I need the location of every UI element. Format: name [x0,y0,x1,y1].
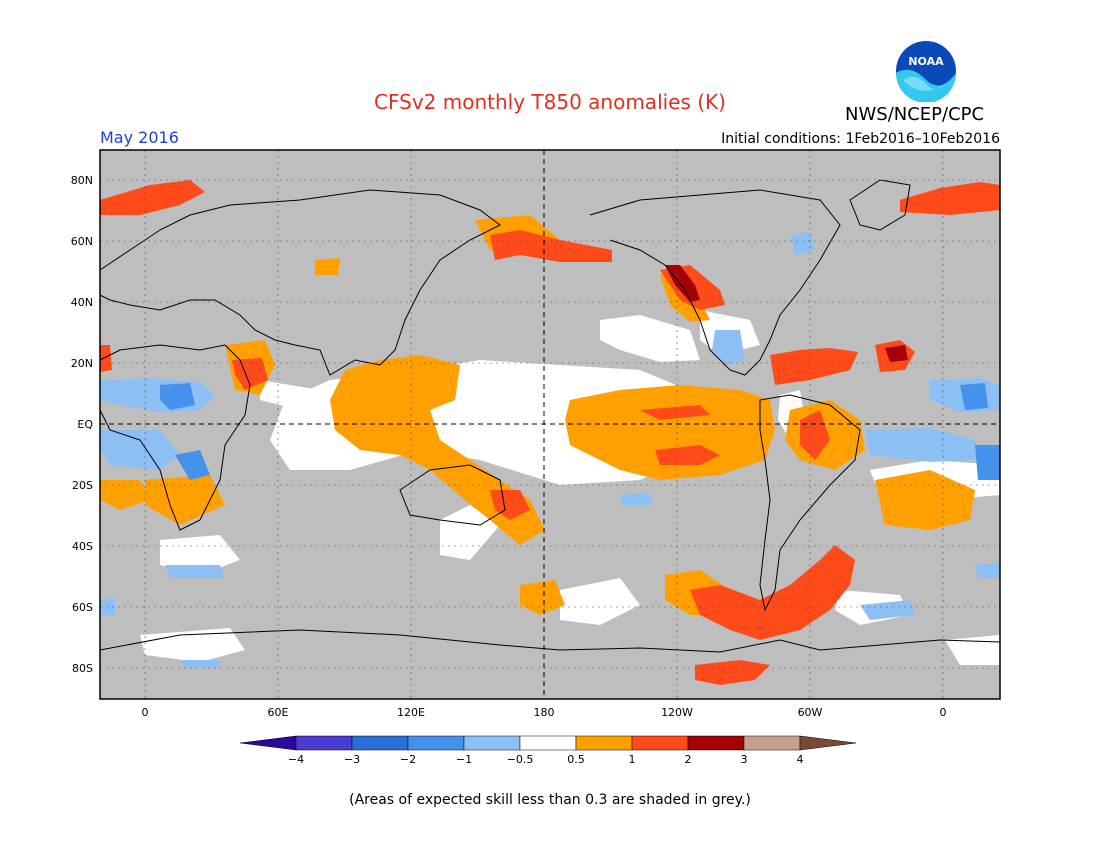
colorbar-label: −2 [400,753,416,766]
red-e-pacific-core-2 [640,405,710,420]
lon-label: 60E [268,706,289,719]
blue-africa-core [175,450,210,480]
blue-antarctic [860,600,915,620]
red-e-pacific-core [655,445,720,465]
colorbar-swatch [631,735,689,751]
colorbar-label: 0.5 [567,753,585,766]
graticule [100,150,1000,699]
coastlines [99,179,1001,653]
colorbar-swatch [799,735,857,751]
colorbar-swatch [743,735,801,751]
lat-label: EQ [77,418,93,431]
colorbar-label: 4 [797,753,804,766]
white-antarctic-1 [140,628,245,662]
red-west-africa [100,345,112,372]
noaa-logo: NOAA [895,40,957,103]
orange-tasman [520,580,565,615]
coast-australia [399,464,506,526]
lon-label: 0 [940,706,947,719]
coast-antarctica [99,629,1001,653]
colorbar-swatch [351,735,409,751]
blue-antarctic-2 [180,660,220,668]
colorbar-swatch [239,735,297,751]
darkred-nw-america [665,265,700,302]
lat-label: 80S [72,662,93,675]
white-n-pacific [600,315,700,362]
lon-label: 180 [534,706,555,719]
blue-n-america [712,330,745,365]
lon-label: 60W [798,706,823,719]
coast-north-america [589,189,841,376]
colorbar-label: 3 [741,753,748,766]
colorbar-label: −1 [456,753,472,766]
colorbar-swatch [407,735,465,751]
initial-conditions: Initial conditions: 1Feb2016–10Feb2016 [721,131,1000,147]
colorbar-label: 1 [629,753,636,766]
blue-e-edge [975,562,1000,578]
blue-s-atlantic [865,428,980,462]
colorbar-label: −3 [344,753,360,766]
blue-s-pacific [620,493,652,505]
red-antarctic [695,660,770,685]
blue-canada [790,232,815,255]
red-s-america [800,410,830,460]
lon-label: 0 [142,706,149,719]
skill-note: (Areas of expected skill less than 0.3 a… [349,792,751,808]
lat-label: 40N [71,296,93,309]
latitude-labels: 80N 60N 40N 20N EQ 20S 40S 60S 80S [71,174,94,675]
blue-s-atlantic-core [975,445,1000,480]
lon-label: 120W [661,706,693,719]
red-bering [490,230,612,262]
white-antarctic-3 [945,635,1000,665]
lat-label: 80N [71,174,93,187]
orange-central-asia [315,258,340,275]
colorbar-swatch [575,735,633,751]
lat-label: 20N [71,357,93,370]
logo-text: NOAA [908,55,944,68]
map-frame [99,149,1001,700]
lat-label: 60S [72,601,93,614]
longitude-labels: 0 60E 120E 180 120W 60W 0 [142,706,947,719]
colorbar-swatch [295,735,353,751]
orange-s-africa [100,480,150,510]
colorbar-swatch [519,735,577,751]
red-arctic-east [900,182,1000,215]
white-s-pacific [560,578,640,625]
forecast-month: May 2016 [100,128,179,147]
coast-africa [99,344,251,531]
orange-east-pacific [565,385,775,480]
lat-label: 60N [71,235,93,248]
lon-label: 120E [397,706,425,719]
colorbar: −4 −3 −2 −1 −0.5 0.5 1 2 3 4 [239,735,857,766]
red-s-pacific-big [690,545,855,640]
colorbar-label: −0.5 [507,753,534,766]
darkred-n-atlantic [885,345,908,362]
coast-eurasia [99,189,501,376]
blue-s-indian [165,565,225,578]
blue-w-atlantic-core [960,383,988,410]
blue-w-edge [100,598,115,615]
coast-south-america [759,394,861,612]
red-gulf-mexico [770,348,858,385]
blue-africa [100,430,180,470]
colorbar-swatch [687,735,745,751]
white-n-africa [260,380,330,410]
colorbar-label: 2 [685,753,692,766]
anomaly-fields [100,180,1000,685]
orange-west-pacific [330,355,545,545]
red-arctic-west [100,180,205,215]
lat-label: 40S [72,540,93,553]
lat-label: 20S [72,479,93,492]
equator-dateline [100,150,1000,699]
agency-label: NWS/NCEP/CPC [845,104,985,125]
blue-n-atlantic-core [160,383,195,410]
colorbar-label: −4 [288,753,304,766]
colorbar-swatch [463,735,521,751]
red-arabia [232,358,268,390]
map-title: CFSv2 monthly T850 anomalies (K) [374,90,726,114]
